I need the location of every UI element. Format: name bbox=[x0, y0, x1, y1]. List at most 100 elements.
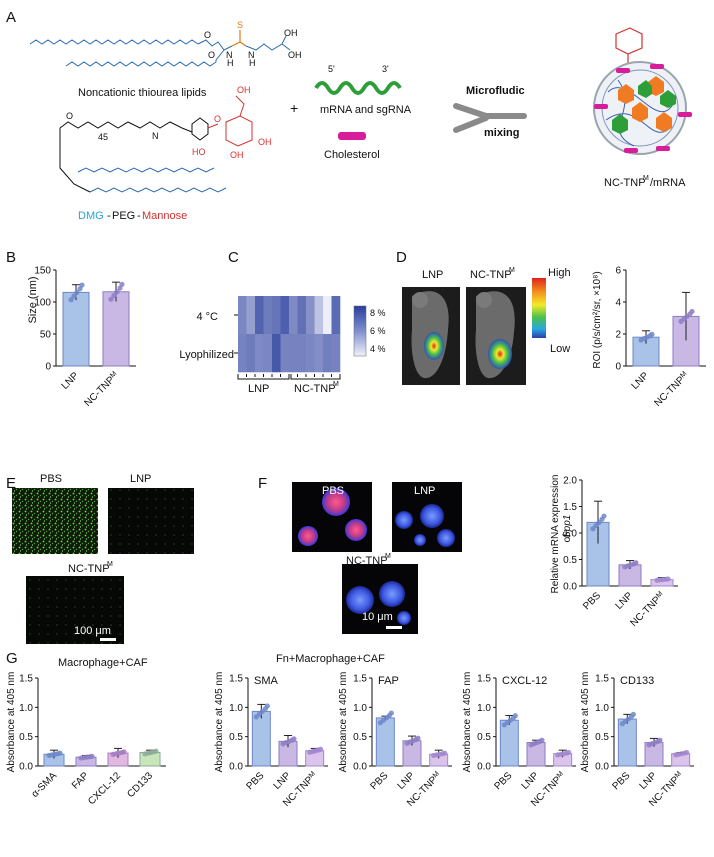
y-tick-label: 6 bbox=[615, 266, 621, 277]
heatmap-cell bbox=[263, 296, 273, 335]
y-tick-label: 0.5 bbox=[477, 732, 491, 743]
data-point bbox=[601, 513, 607, 519]
y-tick-label: 0.0 bbox=[353, 762, 367, 773]
data-point bbox=[633, 560, 639, 566]
data-point bbox=[318, 746, 324, 752]
f-image-nc-tnp bbox=[342, 564, 418, 634]
e-image-nc-tnp bbox=[26, 576, 124, 644]
heatmap-cell bbox=[314, 334, 324, 373]
e-img-label-nc-tnp: NC-TNP bbox=[68, 563, 110, 575]
thiourea-group bbox=[231, 30, 247, 47]
data-point bbox=[74, 289, 80, 295]
x-tick-label-sup: M bbox=[308, 770, 317, 779]
atom-o-2: O bbox=[208, 50, 215, 60]
x-tick-label: LNP bbox=[396, 770, 418, 792]
rna-label: mRNA and sgRNA bbox=[320, 104, 412, 116]
f-image-lnp bbox=[392, 482, 462, 552]
data-point bbox=[684, 749, 690, 756]
panel-g: G Macrophage+CAF Fn+Macrophage+CAF 0.00.… bbox=[6, 650, 694, 809]
x-tick-label: LNP bbox=[272, 770, 294, 792]
c-row-label-lyophilized: Lyophilized bbox=[179, 349, 234, 361]
benzene-ring bbox=[191, 117, 209, 141]
y-tick-label: 1.0 bbox=[595, 703, 609, 714]
c-group-label-lnp: LNP bbox=[248, 383, 269, 395]
nanoparticle-illustration bbox=[593, 27, 692, 155]
y-tick-label: 0.5 bbox=[19, 732, 33, 743]
rna-wave bbox=[314, 81, 402, 95]
c-scale-tick-4: 4 % bbox=[370, 344, 386, 354]
atom-oh-3: OH bbox=[237, 85, 251, 95]
panel-d: D LNP NC-TNP M High Low ROI (p/s/cm²/sr,… bbox=[396, 249, 706, 409]
atom-oh-1: OH bbox=[284, 28, 298, 38]
x-tick-label: PBS bbox=[611, 770, 633, 792]
data-point bbox=[286, 738, 292, 744]
x-tick-label: NC-TNPM bbox=[652, 370, 691, 409]
data-point bbox=[84, 754, 90, 760]
heatmap-cell bbox=[255, 334, 264, 373]
y-tick-label: 1.5 bbox=[595, 674, 609, 685]
data-point bbox=[652, 739, 658, 746]
atom-oh-2: OH bbox=[288, 50, 302, 60]
data-point bbox=[116, 750, 122, 756]
dmg-tail-1 bbox=[77, 167, 215, 173]
g-y-axis-label: Absorbance at 405 nm bbox=[462, 672, 473, 773]
y-tick-label: 0.0 bbox=[229, 762, 243, 773]
data-point bbox=[52, 751, 58, 757]
x-tick-label: FAP bbox=[70, 770, 91, 791]
data-point bbox=[561, 751, 567, 757]
g-subchart-title: CD133 bbox=[620, 675, 654, 687]
f-scalebar bbox=[386, 626, 402, 629]
c-row-label-4c: 4 °C bbox=[196, 311, 218, 323]
label-nc-tnp-suffix: /mRNA bbox=[650, 177, 686, 189]
heatmap-cell bbox=[289, 296, 298, 335]
plus-sign: + bbox=[290, 100, 298, 116]
data-point bbox=[264, 703, 270, 709]
c-group-label-nc-tnp: NC-TNP bbox=[294, 383, 336, 395]
data-point bbox=[57, 750, 63, 756]
x-tick-label: LNP bbox=[638, 770, 660, 792]
x-tick-label: PBS bbox=[493, 770, 515, 792]
data-point bbox=[534, 739, 540, 746]
y-tick-label: 100 bbox=[34, 298, 51, 309]
label-peg: PEG bbox=[112, 210, 135, 222]
panel-label-e: E bbox=[6, 475, 16, 492]
data-point bbox=[644, 334, 650, 340]
data-point bbox=[628, 562, 634, 568]
bar bbox=[499, 719, 519, 767]
f-y-axis-label-gene: Spp1 bbox=[562, 515, 573, 538]
data-point bbox=[114, 289, 120, 295]
y-tick-label: 1.0 bbox=[353, 703, 367, 714]
y-tick-label: 0.0 bbox=[477, 762, 491, 773]
bar bbox=[102, 291, 130, 367]
chart-b: 0 50 100 150 LNP NC-TNPM bbox=[34, 266, 136, 409]
heatmap-c bbox=[234, 296, 341, 380]
data-point bbox=[649, 331, 655, 337]
y-tick-label: 2 bbox=[615, 330, 621, 341]
atom-o-mannose: O bbox=[214, 114, 221, 124]
data-point bbox=[684, 313, 690, 319]
x-tick-label: PBS bbox=[369, 770, 391, 792]
heatmap-cell bbox=[272, 334, 281, 373]
panel-e: E PBS LNP NC-TNP M 100 μm bbox=[6, 473, 194, 644]
y-tick-label: 0 bbox=[45, 362, 51, 373]
data-point bbox=[625, 716, 631, 722]
lipid-tail-lower bbox=[65, 61, 217, 67]
y-tick-label: 150 bbox=[34, 266, 51, 277]
f-y-axis-label-2: of bbox=[562, 534, 573, 543]
dmg-backbone bbox=[59, 128, 91, 193]
data-point bbox=[383, 715, 389, 721]
data-point bbox=[437, 751, 443, 757]
g-y-axis-label: Absorbance at 405 nm bbox=[214, 672, 225, 773]
heatmap-cell bbox=[280, 296, 290, 335]
b-y-axis-label: Size (nm) bbox=[27, 276, 39, 323]
x-tick-label-sup: M bbox=[556, 770, 565, 779]
label-nc-tnp-sup: M bbox=[643, 175, 649, 182]
label-dmg: DMG bbox=[78, 210, 104, 222]
x-tick-label: LNP bbox=[60, 370, 82, 392]
label-nc-tnp: NC-TNP bbox=[604, 177, 646, 189]
e-scalebar-label: 100 μm bbox=[74, 625, 111, 637]
e-scalebar bbox=[100, 638, 116, 641]
